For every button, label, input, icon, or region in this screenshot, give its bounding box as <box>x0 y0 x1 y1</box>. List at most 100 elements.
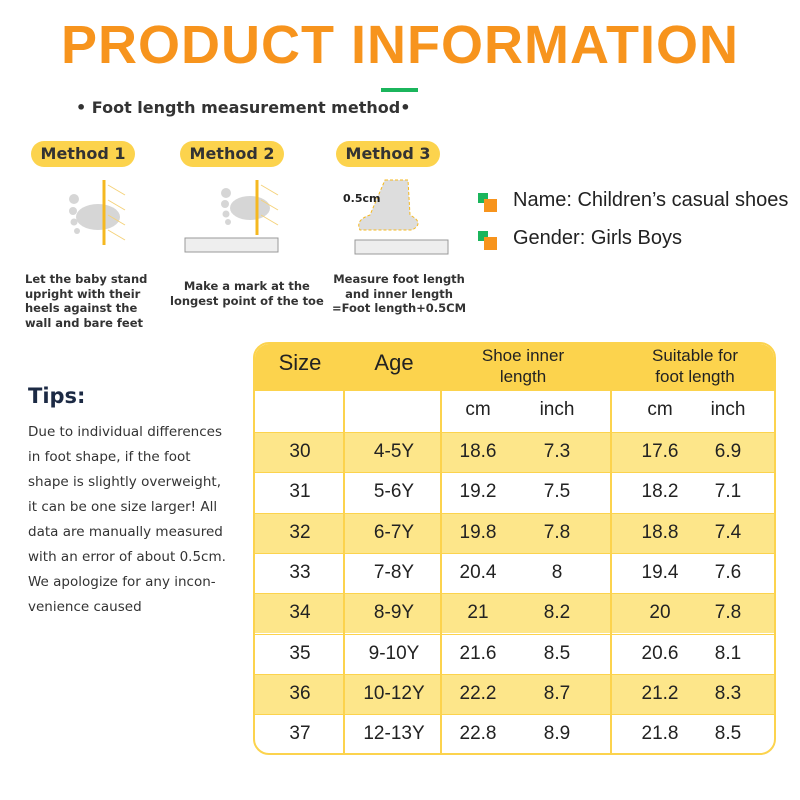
table-cell: 21.6 <box>459 642 497 664</box>
table-cell: 17.6 <box>641 441 679 462</box>
column-header: Suitable for foot length <box>652 346 738 386</box>
table-cell: 35 <box>289 642 311 664</box>
table-cell: 12-13Y <box>363 723 425 745</box>
size-table: Size Age Shoe inner length Suitable for foo… <box>253 342 776 755</box>
table-cell: 5-6Y <box>373 481 415 503</box>
row-line <box>255 472 774 474</box>
table-cell: 8 <box>551 561 563 583</box>
row-bg <box>255 673 774 715</box>
table-cell: 20.4 <box>459 561 497 583</box>
column-header: Shoe inner length <box>481 346 565 386</box>
table-cell: 7.1 <box>714 481 742 503</box>
method-description: Make a mark at the longest point of the t… <box>170 279 324 308</box>
subtitle: • Foot length measurement method• <box>76 98 411 117</box>
column-header: Age <box>374 350 414 375</box>
underline <box>381 88 418 92</box>
table-cell: 9-10Y <box>368 642 420 664</box>
row-bg <box>255 512 774 553</box>
table-cell: 19.8 <box>459 521 497 543</box>
unit-header: cm <box>647 399 673 420</box>
description-line: Measure foot length <box>333 272 465 286</box>
table-cell: 10-12Y <box>363 682 425 704</box>
table-cell: 21.8 <box>641 723 679 745</box>
tips-line: data are manually measured <box>28 524 223 540</box>
table-cell: 8.9 <box>543 723 571 745</box>
table-cell: 21 <box>467 602 489 624</box>
unit-header: inch <box>539 399 575 420</box>
table-cell: 19.4 <box>641 561 679 583</box>
description-line: Make a mark at the <box>183 279 310 293</box>
tips-line: in foot shape, if the foot <box>28 449 191 465</box>
table-cell: 32 <box>289 521 311 543</box>
icon <box>478 193 497 212</box>
unit-header: inch <box>710 399 746 420</box>
header-bg <box>255 344 774 391</box>
table-cell: 21.2 <box>641 682 679 704</box>
table-cell: 8.5 <box>543 642 571 664</box>
table-cell: 6.9 <box>714 441 742 462</box>
row-bg <box>255 593 774 634</box>
row-line <box>255 633 774 635</box>
description-line: and inner length <box>345 286 453 301</box>
tips-text: Due to individual differences in foot sha… <box>28 420 226 620</box>
row-line <box>255 512 774 514</box>
table-cell: 31 <box>289 481 311 503</box>
info-line: Name: Children’s casual shoes <box>513 189 789 211</box>
table-cell: 36 <box>289 682 311 704</box>
table-cell: 6-7Y <box>373 521 415 543</box>
tips-line: We apologize for any incon- <box>28 574 216 590</box>
tips-line: venience caused <box>28 599 142 615</box>
method-description: Let the baby stand upright with their heel… <box>25 272 147 330</box>
description-line: =Foot length+0.5CM <box>332 301 467 315</box>
table-cell: 8.7 <box>543 682 571 704</box>
table-cell: 7.8 <box>714 602 742 624</box>
table-cell: 22.2 <box>459 682 497 704</box>
note: 0.5cm <box>343 192 381 205</box>
method-illustrations <box>69 179 449 255</box>
description-line: longest point of the toe <box>170 293 324 308</box>
table-cell: 34 <box>289 602 311 624</box>
method-badge: Method 3 <box>336 141 440 167</box>
row-line <box>255 754 774 755</box>
table-cell: 8-9Y <box>373 602 415 624</box>
tips-line: Due to individual differences <box>28 424 223 440</box>
table-cell: 20.6 <box>641 642 679 664</box>
table-cell: 8.1 <box>714 642 742 664</box>
table-cell: 18.8 <box>641 521 679 543</box>
description-line: Let the baby stand <box>25 272 148 286</box>
tips-line: shape is slightly overweight, <box>28 474 222 490</box>
table-cell: 8.3 <box>714 682 742 704</box>
table-cell: 33 <box>289 561 311 583</box>
tips-line: with an error of about 0.5cm. <box>28 549 226 565</box>
row-line <box>255 552 774 554</box>
table-cell: 22.8 <box>459 723 497 745</box>
row-line <box>255 673 774 675</box>
table-cell: 8.2 <box>543 602 571 624</box>
table-cell: 7.8 <box>543 521 571 543</box>
table-cell: 7.3 <box>543 441 571 462</box>
table-cell: 37 <box>289 723 311 745</box>
table-cell: 20 <box>649 602 671 624</box>
table-cell: 8.5 <box>714 723 742 745</box>
title: PRODUCT INFORMATION <box>61 15 739 75</box>
column-line <box>440 391 442 753</box>
tips-title: Tips: <box>28 384 86 408</box>
column-line <box>343 391 345 753</box>
table-cell: 4-5Y <box>373 441 415 462</box>
column-header: Size <box>278 350 322 375</box>
table-cell: 7.6 <box>714 561 742 583</box>
method-badge: Method 2 <box>180 141 284 167</box>
method-badge: Method 1 <box>31 141 135 167</box>
icon <box>478 231 497 250</box>
table-cell: 19.2 <box>459 481 497 503</box>
table-cell: 7.4 <box>714 521 742 543</box>
table-cell: 30 <box>289 441 311 462</box>
tips-line: it can be one size larger! All <box>28 499 218 515</box>
table-cell: 18.6 <box>459 441 497 462</box>
info-line: Gender: Girls Boys <box>513 227 682 249</box>
description-line: upright with their <box>25 286 141 301</box>
method-description: Measure foot length and inner length =Foot… <box>332 272 466 316</box>
description-line: wall and bare feet <box>25 315 144 330</box>
row-bg <box>255 432 774 473</box>
